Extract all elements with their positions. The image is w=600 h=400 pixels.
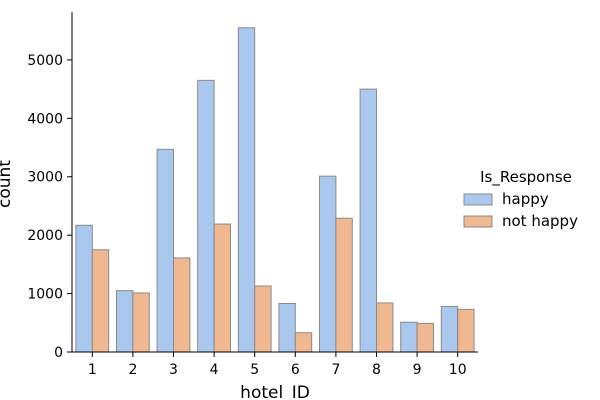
legend-label-not-happy: not happy xyxy=(502,212,578,230)
bar-happy-7 xyxy=(319,175,337,353)
bar-not-happy-2 xyxy=(132,292,150,353)
x-ticks-group: 1 2 3 4 5 6 7 8 9 10 xyxy=(88,352,467,378)
x-axis-label: hotel_ID xyxy=(240,383,310,400)
y-ticks-group: 0 1000 2000 3000 4000 5000 xyxy=(27,53,72,361)
bar-happy-1 xyxy=(75,224,93,353)
bar-happy-6 xyxy=(278,303,296,353)
bar-not-happy-5 xyxy=(254,285,272,353)
x-tick-label-4: 4 xyxy=(210,362,219,378)
legend-title: Is_Response xyxy=(480,168,572,187)
bar-not-happy-8 xyxy=(376,302,394,353)
y-tick-label-2000: 2000 xyxy=(27,228,63,244)
x-tick-label-10: 10 xyxy=(449,362,467,378)
bar-happy-8 xyxy=(359,88,378,353)
x-tick-label-5: 5 xyxy=(250,362,259,378)
bar-happy-10 xyxy=(440,305,459,353)
y-tick-label-3000: 3000 xyxy=(27,170,63,186)
bars-group xyxy=(75,27,475,353)
bar-happy-3 xyxy=(156,148,175,353)
legend: Is_Response happy not happy xyxy=(463,168,578,230)
y-tick-label-4000: 4000 xyxy=(27,111,63,127)
bar-happy-5 xyxy=(237,27,256,353)
bar-not-happy-6 xyxy=(294,332,313,353)
bar-not-happy-1 xyxy=(91,249,110,353)
bar-happy-4 xyxy=(197,79,215,353)
x-tick-label-3: 3 xyxy=(169,362,178,378)
bar-not-happy-7 xyxy=(335,217,353,353)
y-tick-label-5000: 5000 xyxy=(27,53,63,69)
bar-happy-9 xyxy=(400,321,418,353)
y-tick-label-0: 0 xyxy=(54,345,63,361)
x-tick-label-9: 9 xyxy=(413,362,422,378)
legend-swatch-happy xyxy=(463,193,493,206)
bar-not-happy-3 xyxy=(173,257,191,353)
x-tick-label-2: 2 xyxy=(128,362,137,378)
y-axis-label: count xyxy=(0,160,15,208)
bar-not-happy-9 xyxy=(416,322,435,353)
x-tick-label-6: 6 xyxy=(291,362,300,378)
x-tick-label-8: 8 xyxy=(372,362,381,378)
bar-not-happy-10 xyxy=(457,308,475,353)
legend-label-happy: happy xyxy=(502,190,549,208)
bar-not-happy-4 xyxy=(213,223,232,353)
legend-swatch-not-happy xyxy=(463,215,493,228)
bar-happy-2 xyxy=(116,290,134,353)
y-tick-label-1000: 1000 xyxy=(27,287,63,303)
x-tick-label-1: 1 xyxy=(88,362,97,378)
x-tick-label-7: 7 xyxy=(331,362,340,378)
